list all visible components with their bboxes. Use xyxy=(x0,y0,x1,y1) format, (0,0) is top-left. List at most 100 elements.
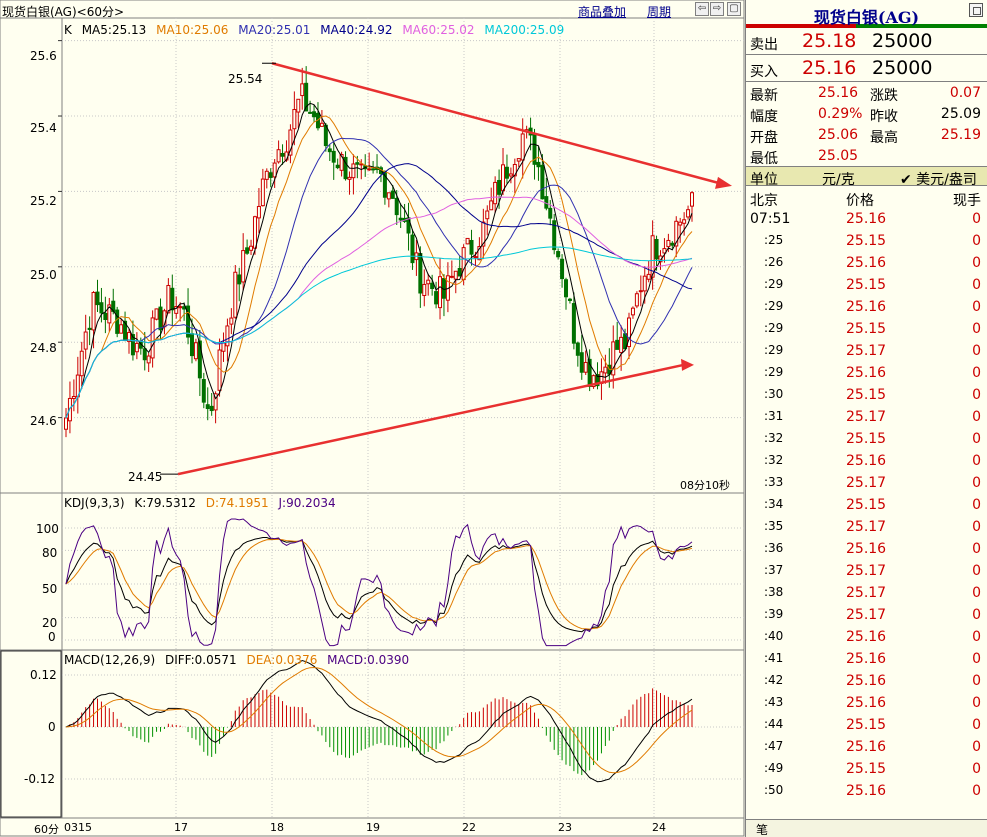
candle-body xyxy=(331,150,336,163)
candle-body xyxy=(627,317,632,348)
tick-row[interactable]: :29 25.16 0 xyxy=(746,362,987,384)
candle-body xyxy=(670,242,675,246)
candle-body xyxy=(654,238,659,260)
candle-body xyxy=(209,405,214,412)
candle-body xyxy=(300,83,305,97)
ma20-line xyxy=(65,137,693,419)
tick-row[interactable]: :42 25.16 0 xyxy=(746,670,987,692)
prev-icon[interactable]: ⇦ xyxy=(695,2,709,16)
kdj-header: KDJ(9,3,3) xyxy=(64,496,125,510)
candle-body xyxy=(642,275,647,292)
candle-body xyxy=(103,312,108,321)
maximize-icon[interactable]: ▢ xyxy=(727,2,741,16)
tick-time: :29 xyxy=(764,365,784,379)
tick-volume: 0 xyxy=(972,563,981,579)
tick-row[interactable]: :35 25.17 0 xyxy=(746,516,987,538)
tick-row[interactable]: :36 25.16 0 xyxy=(746,538,987,560)
candle-body xyxy=(312,111,317,118)
tick-row[interactable]: :37 25.17 0 xyxy=(746,560,987,582)
tick-row[interactable]: :40 25.16 0 xyxy=(746,626,987,648)
tick-time: :43 xyxy=(764,695,784,709)
tick-time: :32 xyxy=(764,431,784,445)
tick-row[interactable]: :38 25.17 0 xyxy=(746,582,987,604)
next-icon[interactable]: ⇨ xyxy=(710,2,724,16)
stat-label: 最新 xyxy=(750,88,778,104)
tick-row[interactable]: :33 25.17 0 xyxy=(746,472,987,494)
window-icon[interactable] xyxy=(969,3,983,17)
y-tick-label: 25.2 xyxy=(30,194,57,208)
candle-body xyxy=(556,251,561,258)
tick-row[interactable]: :41 25.16 0 xyxy=(746,648,987,670)
tick-row[interactable]: :29 25.17 0 xyxy=(746,340,987,362)
tick-price: 25.17 xyxy=(846,607,887,623)
candle-body xyxy=(154,308,159,320)
tick-price: 25.17 xyxy=(846,475,887,491)
tick-price: 25.15 xyxy=(846,761,887,777)
candle-body xyxy=(119,324,124,334)
tick-row[interactable]: :43 25.16 0 xyxy=(746,692,987,714)
tick-row[interactable]: 07:51 25.16 0 xyxy=(746,208,987,230)
tick-volume: 0 xyxy=(972,211,981,227)
tick-header-location: 北京 xyxy=(750,193,778,209)
stat-label: 涨跌 xyxy=(870,88,898,104)
unit-label: 单位 xyxy=(750,172,778,188)
candle-body xyxy=(213,393,218,411)
tick-volume: 0 xyxy=(972,541,981,557)
macd-tick: 0.12 xyxy=(30,668,57,682)
stat-label: 幅度 xyxy=(750,109,778,125)
tick-volume: 0 xyxy=(972,255,981,271)
period-button[interactable]: 周期 xyxy=(647,5,672,19)
macd-diff-line xyxy=(65,659,693,783)
tick-row[interactable]: :26 25.16 0 xyxy=(746,252,987,274)
candle-body xyxy=(453,270,458,280)
tick-row[interactable]: :25 25.15 0 xyxy=(746,230,987,252)
tick-row[interactable]: :47 25.16 0 xyxy=(746,736,987,758)
candle-body xyxy=(508,173,513,177)
arrowhead-icon xyxy=(681,358,694,371)
tick-volume: 0 xyxy=(972,695,981,711)
chart-area[interactable]: 现货白银(AG)<60分> 商品叠加 周期 ⇦ ⇨ ▢ K MA5:25.13 … xyxy=(0,0,745,837)
buy-row: 买入 25.16 25000 xyxy=(746,55,987,81)
tick-price: 25.17 xyxy=(846,585,887,601)
tick-row[interactable]: :29 25.15 0 xyxy=(746,318,987,340)
tick-row[interactable]: :32 25.15 0 xyxy=(746,428,987,450)
stat-value: 25.19 xyxy=(940,127,981,143)
tick-row[interactable]: :49 25.15 0 xyxy=(746,758,987,780)
candle-body xyxy=(575,342,580,356)
tick-volume: 0 xyxy=(972,299,981,315)
x-date-label: 22 xyxy=(462,821,476,834)
tick-price: 25.17 xyxy=(846,519,887,535)
tick-row[interactable]: :29 25.15 0 xyxy=(746,274,987,296)
candle-body xyxy=(686,209,691,218)
tick-row[interactable]: :39 25.17 0 xyxy=(746,604,987,626)
tick-volume: 0 xyxy=(972,761,981,777)
currency-toggle[interactable]: ✔ 美元/盎司 xyxy=(900,172,977,188)
tick-volume: 0 xyxy=(972,453,981,469)
tick-time: :39 xyxy=(764,607,784,621)
tick-time: :38 xyxy=(764,585,784,599)
tick-row[interactable]: :30 25.15 0 xyxy=(746,384,987,406)
candle-body xyxy=(690,192,694,207)
kdj-d-value: D:74.1951 xyxy=(205,496,269,510)
stat-value: 25.16 xyxy=(818,85,859,101)
quote-header: 现货白银(AG) xyxy=(746,0,987,28)
kdj-tick: 20 xyxy=(42,616,58,630)
tick-row[interactable]: :34 25.15 0 xyxy=(746,494,987,516)
tick-time: :42 xyxy=(764,673,784,687)
tick-row[interactable]: :31 25.17 0 xyxy=(746,406,987,428)
tick-row[interactable]: :32 25.16 0 xyxy=(746,450,987,472)
tick-list[interactable]: 07:51 25.16 0:25 25.15 0:26 25.16 0:29 25.15 0:2… xyxy=(746,208,987,802)
overlay-button[interactable]: 商品叠加 xyxy=(578,5,627,19)
tick-row[interactable]: :44 25.15 0 xyxy=(746,714,987,736)
tick-time: :32 xyxy=(764,453,784,467)
candle-body xyxy=(87,327,92,330)
header-accent xyxy=(746,24,856,28)
tick-volume: 0 xyxy=(972,519,981,535)
tick-row[interactable]: :29 25.16 0 xyxy=(746,296,987,318)
y-tick-label: 25.4 xyxy=(30,121,57,135)
tick-time: :49 xyxy=(764,761,784,775)
candle-body xyxy=(201,379,206,403)
candle-body xyxy=(339,154,344,171)
chart-canvas[interactable] xyxy=(0,0,745,837)
tick-row[interactable]: :50 25.16 0 xyxy=(746,780,987,802)
